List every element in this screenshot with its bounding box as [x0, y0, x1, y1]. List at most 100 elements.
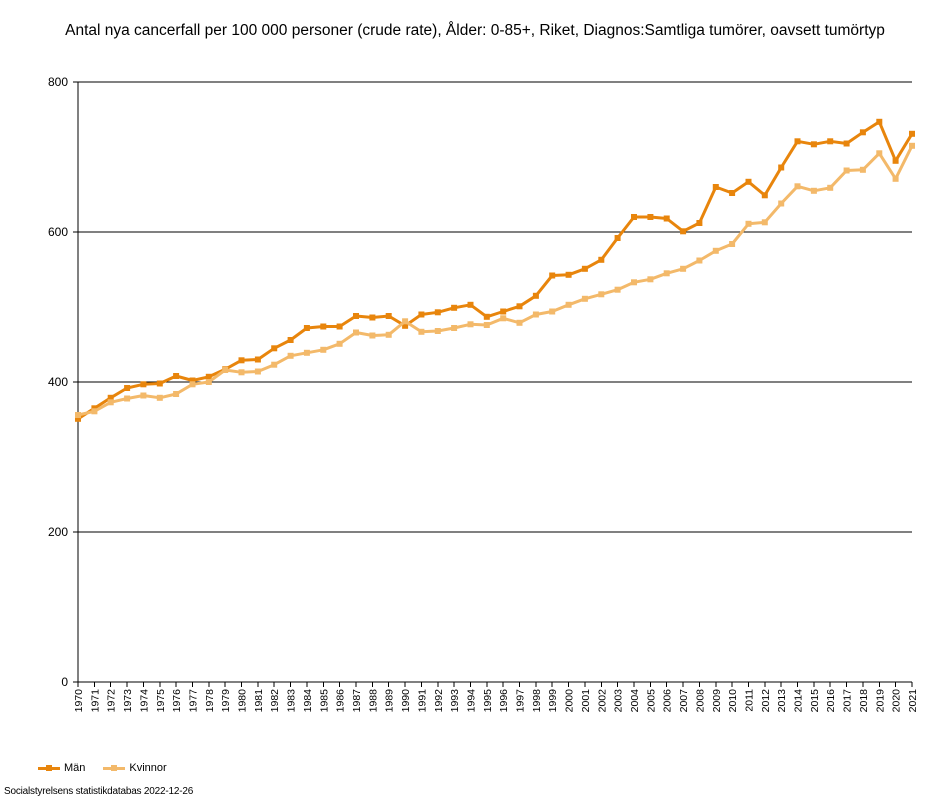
legend-item-man[interactable]: Män [38, 762, 85, 774]
data-point-kvinnor[interactable] [140, 392, 147, 399]
data-point-man[interactable] [614, 235, 621, 241]
data-point-kvinnor[interactable] [451, 325, 458, 331]
data-point-man[interactable] [254, 356, 261, 363]
data-point-man[interactable] [238, 357, 245, 364]
data-point-kvinnor[interactable] [254, 368, 261, 375]
data-point-kvinnor[interactable] [385, 331, 392, 338]
data-point-kvinnor[interactable] [680, 265, 687, 272]
data-point-man[interactable] [205, 373, 212, 380]
data-point-kvinnor[interactable] [467, 321, 474, 328]
data-point-man[interactable] [696, 220, 703, 226]
data-point-man[interactable] [140, 381, 147, 388]
data-point-kvinnor[interactable] [598, 291, 605, 298]
data-point-man[interactable] [500, 308, 507, 315]
data-point-man[interactable] [532, 292, 539, 299]
data-point-man[interactable] [745, 178, 752, 185]
data-point-kvinnor[interactable] [303, 349, 310, 356]
data-point-man[interactable] [729, 190, 736, 196]
data-point-man[interactable] [876, 118, 883, 125]
data-point-man[interactable] [565, 271, 572, 278]
data-point-kvinnor[interactable] [189, 381, 196, 388]
data-point-man[interactable] [663, 215, 670, 222]
data-point-kvinnor[interactable] [794, 183, 801, 190]
data-point-kvinnor[interactable] [729, 241, 736, 247]
data-point-kvinnor[interactable] [565, 301, 572, 308]
data-point-kvinnor[interactable] [859, 166, 866, 173]
data-point-kvinnor[interactable] [516, 319, 523, 326]
data-point-man[interactable] [451, 304, 458, 311]
data-point-kvinnor[interactable] [222, 367, 229, 373]
data-point-kvinnor[interactable] [156, 394, 163, 401]
data-point-kvinnor[interactable] [238, 369, 245, 376]
data-point-man[interactable] [810, 141, 817, 148]
data-point-man[interactable] [353, 313, 359, 319]
data-point-man[interactable] [712, 184, 719, 190]
data-point-kvinnor[interactable] [647, 276, 654, 283]
data-point-kvinnor[interactable] [287, 352, 294, 359]
data-point-kvinnor[interactable] [369, 332, 376, 339]
data-point-man[interactable] [271, 345, 278, 352]
data-point-kvinnor[interactable] [614, 286, 621, 293]
data-point-man[interactable] [173, 373, 180, 379]
data-point-kvinnor[interactable] [876, 150, 883, 157]
data-point-kvinnor[interactable] [483, 322, 490, 328]
data-point-man[interactable] [467, 301, 474, 308]
data-point-kvinnor[interactable] [631, 279, 637, 286]
data-point-man[interactable] [75, 415, 81, 422]
data-point-kvinnor[interactable] [418, 328, 425, 335]
data-point-kvinnor[interactable] [778, 200, 785, 207]
data-point-man[interactable] [369, 314, 376, 321]
data-point-kvinnor[interactable] [205, 379, 212, 385]
data-point-man[interactable] [320, 323, 327, 330]
data-point-kvinnor[interactable] [810, 187, 817, 194]
data-point-man[interactable] [287, 337, 294, 343]
data-point-kvinnor[interactable] [107, 399, 114, 406]
data-point-kvinnor[interactable] [434, 328, 441, 334]
data-point-kvinnor[interactable] [402, 318, 409, 325]
data-point-kvinnor[interactable] [843, 167, 850, 174]
data-point-man[interactable] [631, 214, 637, 220]
data-point-kvinnor[interactable] [500, 315, 507, 322]
data-point-kvinnor[interactable] [75, 412, 81, 418]
data-point-man[interactable] [189, 377, 196, 384]
data-point-kvinnor[interactable] [532, 311, 539, 318]
data-point-man[interactable] [336, 323, 343, 330]
data-point-kvinnor[interactable] [909, 142, 915, 149]
data-point-man[interactable] [434, 309, 441, 316]
data-point-man[interactable] [107, 394, 114, 401]
data-point-kvinnor[interactable] [712, 247, 719, 254]
data-point-kvinnor[interactable] [663, 270, 670, 277]
data-point-man[interactable] [647, 214, 654, 220]
data-point-kvinnor[interactable] [581, 295, 588, 302]
data-point-man[interactable] [680, 228, 687, 235]
data-point-kvinnor[interactable] [271, 361, 278, 368]
data-point-man[interactable] [402, 322, 409, 329]
data-point-man[interactable] [598, 256, 605, 263]
data-point-man[interactable] [418, 311, 425, 318]
data-point-man[interactable] [827, 138, 834, 145]
data-point-kvinnor[interactable] [696, 257, 703, 264]
data-point-kvinnor[interactable] [91, 408, 98, 415]
data-point-man[interactable] [761, 192, 768, 199]
data-point-kvinnor[interactable] [761, 219, 768, 226]
legend-item-kvinnor[interactable]: Kvinnor [103, 762, 167, 774]
data-point-man[interactable] [909, 130, 915, 137]
data-point-kvinnor[interactable] [745, 220, 752, 227]
data-point-kvinnor[interactable] [124, 395, 131, 402]
data-point-man[interactable] [843, 140, 850, 147]
data-point-man[interactable] [385, 313, 392, 319]
data-point-kvinnor[interactable] [336, 340, 343, 347]
data-point-man[interactable] [859, 129, 866, 136]
data-point-man[interactable] [303, 325, 310, 331]
data-point-man[interactable] [794, 138, 801, 145]
data-point-man[interactable] [124, 385, 131, 391]
data-point-kvinnor[interactable] [827, 184, 834, 191]
data-point-kvinnor[interactable] [320, 346, 327, 353]
data-point-man[interactable] [516, 303, 523, 310]
data-point-man[interactable] [549, 272, 556, 279]
data-point-kvinnor[interactable] [549, 308, 556, 315]
data-point-man[interactable] [581, 265, 588, 272]
data-point-man[interactable] [156, 380, 163, 387]
data-point-kvinnor[interactable] [173, 391, 180, 397]
data-point-man[interactable] [483, 313, 490, 320]
